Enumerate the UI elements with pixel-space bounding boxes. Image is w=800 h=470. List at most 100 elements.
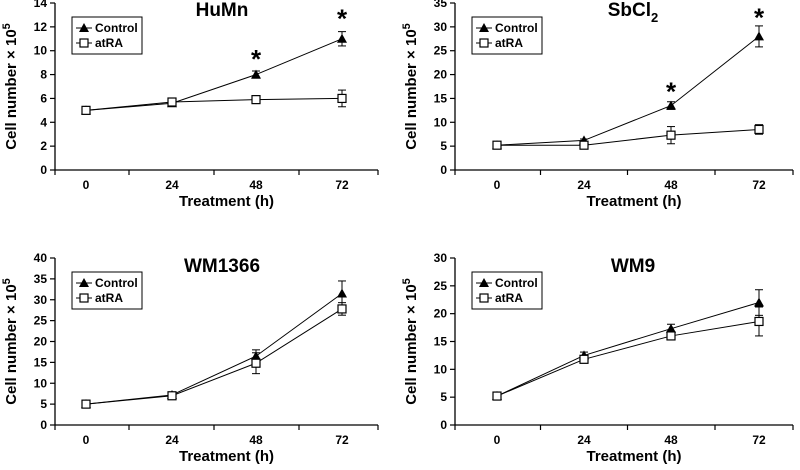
legend-marker	[79, 38, 89, 48]
series-line	[85, 97, 343, 111]
data-point	[579, 354, 589, 364]
legend-marker	[479, 278, 489, 287]
series-line	[85, 308, 343, 405]
legend-label: atRA	[95, 36, 123, 50]
legend-label: Control	[95, 276, 138, 290]
x-tick-label: 24	[165, 178, 179, 192]
y-tick-label: 5	[40, 397, 47, 411]
data-point	[167, 391, 177, 401]
y-tick-label: 4	[40, 115, 47, 129]
data-point	[492, 391, 502, 401]
y-tick-label: 2	[40, 139, 47, 153]
x-tick-label: 24	[577, 433, 591, 447]
data-point	[251, 358, 261, 368]
data-point	[81, 105, 91, 115]
y-tick-label: 0	[440, 163, 447, 177]
y-tick-label: 20	[434, 307, 448, 321]
data-point	[754, 31, 764, 41]
y-tick-label: 25	[434, 44, 448, 58]
y-tick-label: 35	[34, 272, 48, 286]
x-tick-label: 48	[249, 178, 263, 192]
data-point	[666, 331, 676, 341]
legend-label: Control	[495, 21, 538, 35]
chart-panel-3: 0 5 10 15 20 25 30 0 24 48 72 Treatment (h) Cell num…	[401, 251, 794, 465]
x-axis-title: Treatment (h)	[586, 448, 681, 465]
x-tick-label: 48	[249, 433, 263, 447]
chart-title-subscript: 2	[651, 10, 658, 25]
data-point	[666, 323, 676, 333]
x-tick-label: 72	[752, 178, 766, 192]
data-point	[251, 95, 261, 105]
y-tick-label: 0	[440, 418, 447, 432]
data-point	[579, 140, 589, 150]
data-point	[337, 288, 347, 298]
x-tick-label: 0	[494, 433, 501, 447]
y-axis-title-text: Cell number × 10	[3, 284, 20, 404]
significance-star: *	[666, 76, 677, 106]
y-tick-label: 30	[34, 293, 48, 307]
legend-box	[71, 16, 143, 55]
legend-box	[471, 16, 543, 55]
y-tick-label: 15	[34, 355, 48, 369]
data-point	[337, 33, 347, 43]
y-tick-label: 10	[434, 115, 448, 129]
legend-label: atRA	[495, 36, 523, 50]
y-tick-label: 25	[34, 314, 48, 328]
x-tick-label: 24	[165, 433, 179, 447]
legend-marker	[79, 293, 89, 303]
y-tick-label: 25	[434, 279, 448, 293]
data-point	[167, 97, 177, 107]
legend-label: Control	[95, 21, 138, 35]
x-tick-label: 48	[664, 178, 678, 192]
y-axis-title: Cell number × 105	[1, 23, 20, 150]
data-point	[81, 399, 91, 409]
legend-label: Control	[495, 276, 538, 290]
y-tick-label: 30	[434, 251, 448, 265]
y-tick-label: 10	[34, 44, 48, 58]
series-1	[81, 302, 347, 409]
significance-star: *	[251, 44, 262, 74]
y-tick-label: 10	[34, 376, 48, 390]
data-point	[251, 69, 261, 79]
data-point	[337, 93, 347, 104]
y-axis-title-text: Cell number × 10	[3, 29, 20, 149]
y-tick-label: 30	[434, 20, 448, 34]
x-tick-label: 0	[494, 178, 501, 192]
data-point	[492, 140, 502, 150]
y-axis-title-text: Cell number × 10	[403, 284, 420, 404]
legend-marker	[79, 278, 89, 287]
data-point	[754, 124, 764, 135]
y-tick-label: 14	[34, 0, 48, 10]
x-axis-title: Treatment (h)	[586, 193, 681, 210]
legend-marker	[479, 38, 489, 48]
series-1	[492, 306, 764, 401]
chart-title-text: WM1366	[184, 256, 260, 277]
series-line	[496, 320, 760, 397]
chart-title: WM1366	[184, 256, 260, 277]
x-axis-title: Treatment (h)	[179, 448, 274, 465]
y-tick-label: 8	[40, 68, 47, 82]
data-point	[337, 304, 347, 314]
x-tick-label: 72	[335, 433, 349, 447]
chart-title-text: WM9	[611, 256, 655, 277]
series-1	[492, 124, 764, 150]
chart-title-text: HuMn	[196, 0, 249, 21]
legend-box	[471, 271, 543, 310]
y-tick-label: 15	[434, 335, 448, 349]
x-tick-label: 72	[335, 178, 349, 192]
y-axis-title: Cell number × 105	[401, 278, 420, 405]
y-axis-title-superscript: 5	[1, 23, 13, 29]
y-tick-label: 5	[440, 139, 447, 153]
x-tick-label: 0	[83, 433, 90, 447]
y-axis-title: Cell number × 105	[401, 23, 420, 150]
series-line	[85, 293, 343, 405]
chart-title: WM9	[611, 256, 655, 277]
data-point	[666, 100, 676, 110]
series-line	[496, 36, 760, 146]
y-axis-title-text: Cell number × 10	[403, 29, 420, 149]
data-point	[666, 130, 676, 140]
